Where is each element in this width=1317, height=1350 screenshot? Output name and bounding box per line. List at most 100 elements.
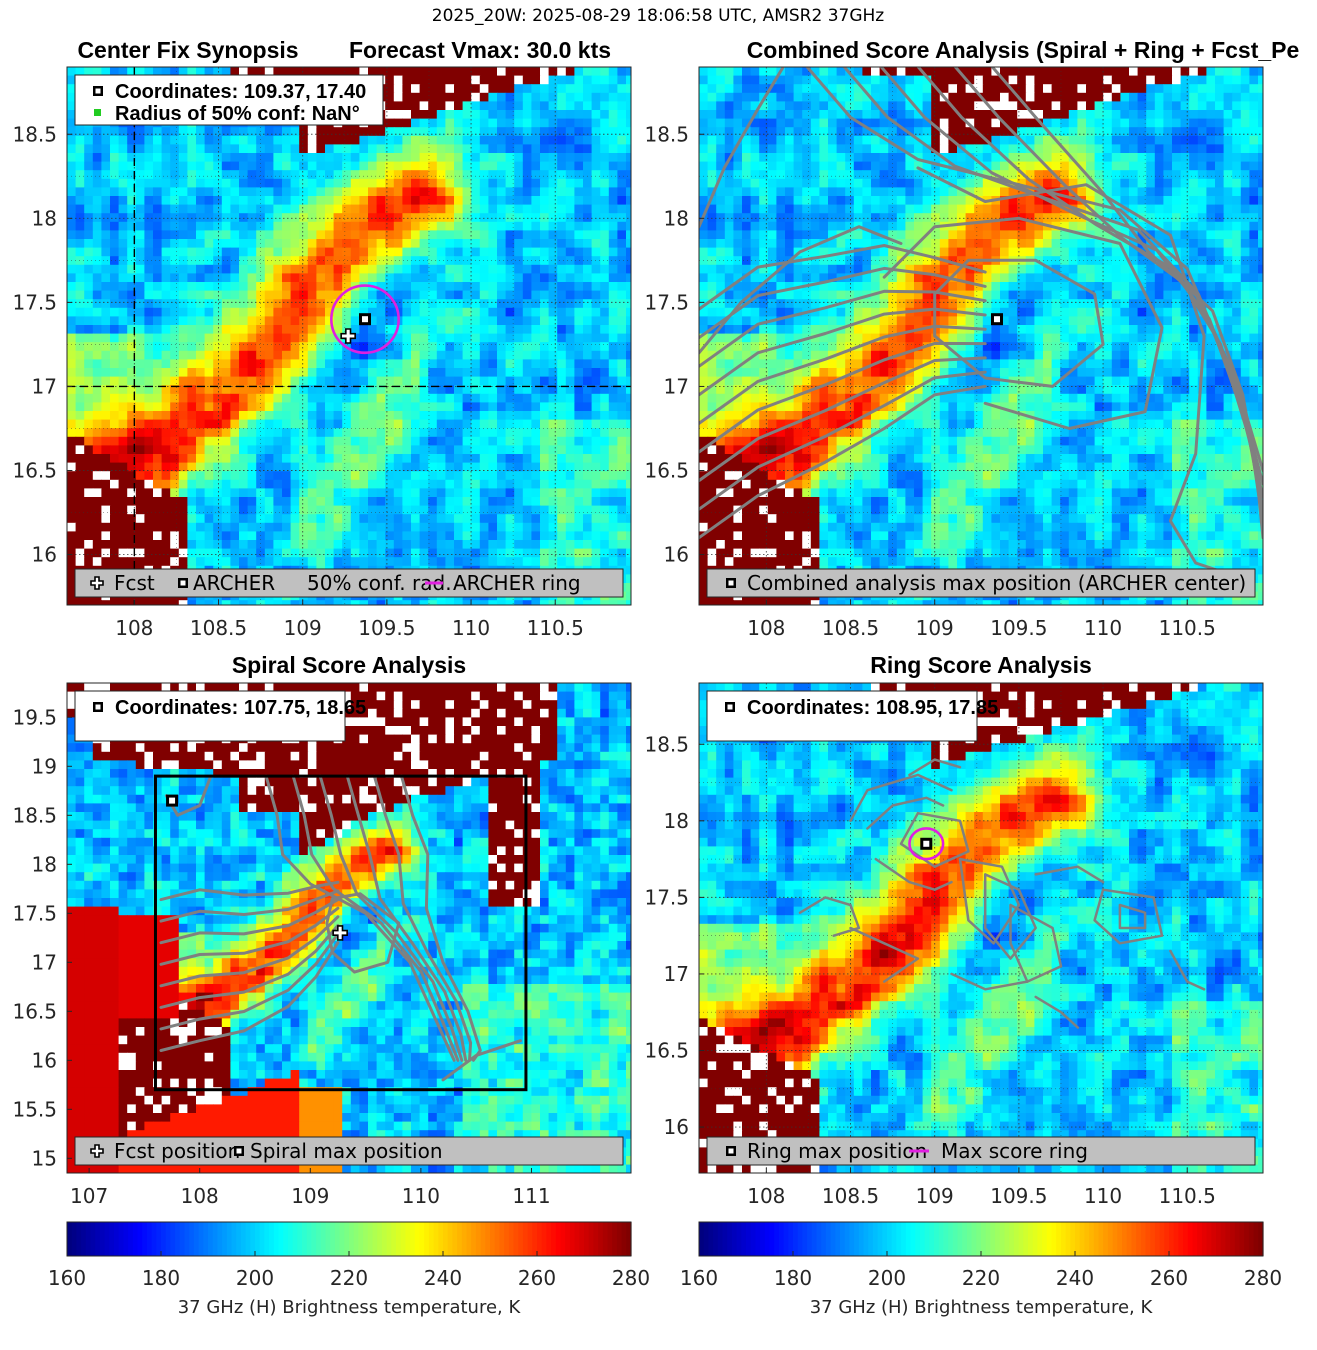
spiral-axes-frame (66, 682, 632, 1174)
ring-ytick-1: 16.5 (644, 1039, 689, 1063)
cbar-0-swatch-60 (349, 1222, 355, 1256)
cbar-1-swatch-69 (1023, 1222, 1029, 1256)
cbar-0-swatch-79 (438, 1222, 444, 1256)
cbar-0-swatch-77 (428, 1222, 435, 1256)
ring-ytick-5: 18.5 (644, 732, 689, 756)
combined-contour-center (933, 258, 1105, 388)
cbar-1-swatch-13 (760, 1222, 766, 1256)
spiral-contour-ne-2 (318, 774, 464, 1062)
cbar-1-swatch-55 (957, 1222, 963, 1256)
cbar-1-swatch-30 (840, 1222, 846, 1256)
spiral-xtick-1: 108 (181, 1184, 219, 1208)
ring-legend-ring: Max score ring (941, 1139, 1088, 1163)
cbar-0-swatch-104 (555, 1222, 562, 1256)
cbar-0-tick-3: 220 (330, 1266, 368, 1290)
synopsis-ytick-1: 16.5 (12, 459, 57, 483)
cbar-1-tick-0: 160 (680, 1266, 718, 1290)
cbar-1-swatch-72 (1037, 1222, 1043, 1256)
spiral-contour-sw-6 (159, 889, 340, 923)
spiral-legend-max-icon (234, 1146, 244, 1156)
cbar-1-swatch-19 (788, 1222, 794, 1256)
synopsis-ytick-5: 18.5 (12, 122, 57, 146)
cbar-0-swatch-10 (114, 1222, 120, 1256)
cbar-1-swatch-1 (703, 1222, 709, 1256)
cbar-0-swatch-71 (400, 1222, 406, 1256)
combined-contour-sw-0 (699, 384, 987, 540)
spiral-ytick-7: 18.5 (12, 803, 57, 827)
cbar-0-swatch-45 (278, 1222, 284, 1256)
combined-xtick-5: 110.5 (1159, 616, 1216, 640)
cbar-1-swatch-62 (990, 1222, 996, 1256)
cbar-0-swatch-110 (584, 1222, 590, 1256)
cbar-0-swatch-108 (574, 1222, 580, 1256)
cbar-1-swatch-102 (1178, 1222, 1184, 1256)
cbar-0-swatch-83 (457, 1222, 463, 1256)
cbar-1-tick-6: 280 (1244, 1266, 1282, 1290)
cbar-0-swatch-73 (410, 1222, 416, 1256)
cbar-1-swatch-28 (830, 1222, 836, 1256)
cbar-1-swatch-93 (1136, 1222, 1142, 1256)
spiral-ytick-9: 19.5 (12, 705, 57, 729)
cbar-0-swatch-86 (471, 1222, 477, 1256)
cbar-0-swatch-80 (443, 1222, 449, 1256)
spiral-info-line-0: Coordinates: 107.75, 18.65 (115, 697, 366, 719)
ring-info-square-icon (725, 702, 735, 712)
synopsis-title: Center Fix Synopsis (77, 37, 298, 63)
cbar-0-swatch-63 (363, 1222, 369, 1256)
cbar-0-swatch-31 (212, 1222, 218, 1256)
cbar-1-swatch-33 (854, 1222, 860, 1256)
spiral-contour-sw-2 (159, 924, 340, 1009)
cbar-1-swatch-15 (769, 1222, 775, 1256)
cbar-0-swatch-118 (621, 1222, 627, 1256)
ring-ytick-2: 17 (664, 962, 689, 986)
cbar-1-swatch-105 (1192, 1222, 1198, 1256)
combined-panel: 108 108.5 109 109.5 110 110.5 16 16.5 17 17.5 18 18… (644, 66, 1264, 640)
cbar-0-swatch-42 (264, 1222, 270, 1256)
cbar-0-swatch-24 (179, 1222, 186, 1256)
ring-info-line-0: Coordinates: 108.95, 17.85 (747, 697, 998, 719)
cbar-1-swatch-92 (1131, 1222, 1137, 1256)
cbar-1-swatch-73 (1042, 1222, 1048, 1256)
synopsis-axes-frame (66, 66, 632, 606)
cbar-0-swatch-19 (156, 1222, 162, 1256)
cbar-0-swatch-93 (504, 1222, 510, 1256)
cbar-1-swatch-3 (713, 1222, 719, 1256)
cbar-0-swatch-117 (616, 1222, 623, 1256)
synopsis-heatmap (67, 67, 631, 605)
cbar-0-swatch-27 (193, 1222, 200, 1256)
cbar-0-swatch-67 (381, 1222, 388, 1256)
combined-contours (699, 67, 1263, 582)
cbar-1-swatch-31 (844, 1222, 850, 1256)
ring-contour-10 (950, 972, 1029, 991)
cbar-1-swatch-68 (1018, 1222, 1024, 1256)
cbar-0-swatch-11 (118, 1222, 124, 1256)
cbar-0-swatch-46 (283, 1222, 289, 1256)
spiral-xtick-2: 109 (291, 1184, 329, 1208)
colorbar-left: 160 180 200 220 240 260 280 (48, 1221, 650, 1290)
cbar-0-swatch-29 (203, 1222, 209, 1256)
cbar-1-swatch-42 (896, 1222, 902, 1256)
cbar-0-swatch-36 (236, 1222, 242, 1256)
cbar-1-swatch-41 (891, 1222, 897, 1256)
cbar-1-swatch-10 (746, 1222, 752, 1256)
cbar-0-swatch-102 (546, 1222, 552, 1256)
cbar-0-swatch-64 (367, 1222, 374, 1256)
cbar-0-swatch-21 (165, 1222, 171, 1256)
synopsis-info-conf-icon (94, 109, 101, 116)
ring-contour-5 (849, 773, 953, 823)
cbar-1-swatch-66 (1009, 1222, 1015, 1256)
cbar-0-swatch-119 (626, 1222, 632, 1256)
cbar-0-swatch-54 (320, 1222, 327, 1256)
cbar-0-swatch-12 (123, 1222, 129, 1256)
spiral-panel: 107 108 109 110 111 15 15.5 16 16.5 17 17.5 18 18.5 1… (12, 682, 632, 1208)
cbar-1-swatch-61 (985, 1222, 991, 1256)
combined-contour-sw-6 (699, 289, 987, 368)
ring-contour-2 (983, 873, 1037, 960)
cbar-1-swatch-47 (919, 1222, 926, 1256)
colorbar-right-label: 37 GHz (H) Brightness temperature, K (810, 1297, 1154, 1318)
cbar-1-tick-5: 260 (1150, 1266, 1188, 1290)
cbar-0-swatch-48 (292, 1222, 298, 1256)
cbar-1-swatch-46 (915, 1222, 921, 1256)
cbar-1-swatch-79 (1070, 1222, 1076, 1256)
